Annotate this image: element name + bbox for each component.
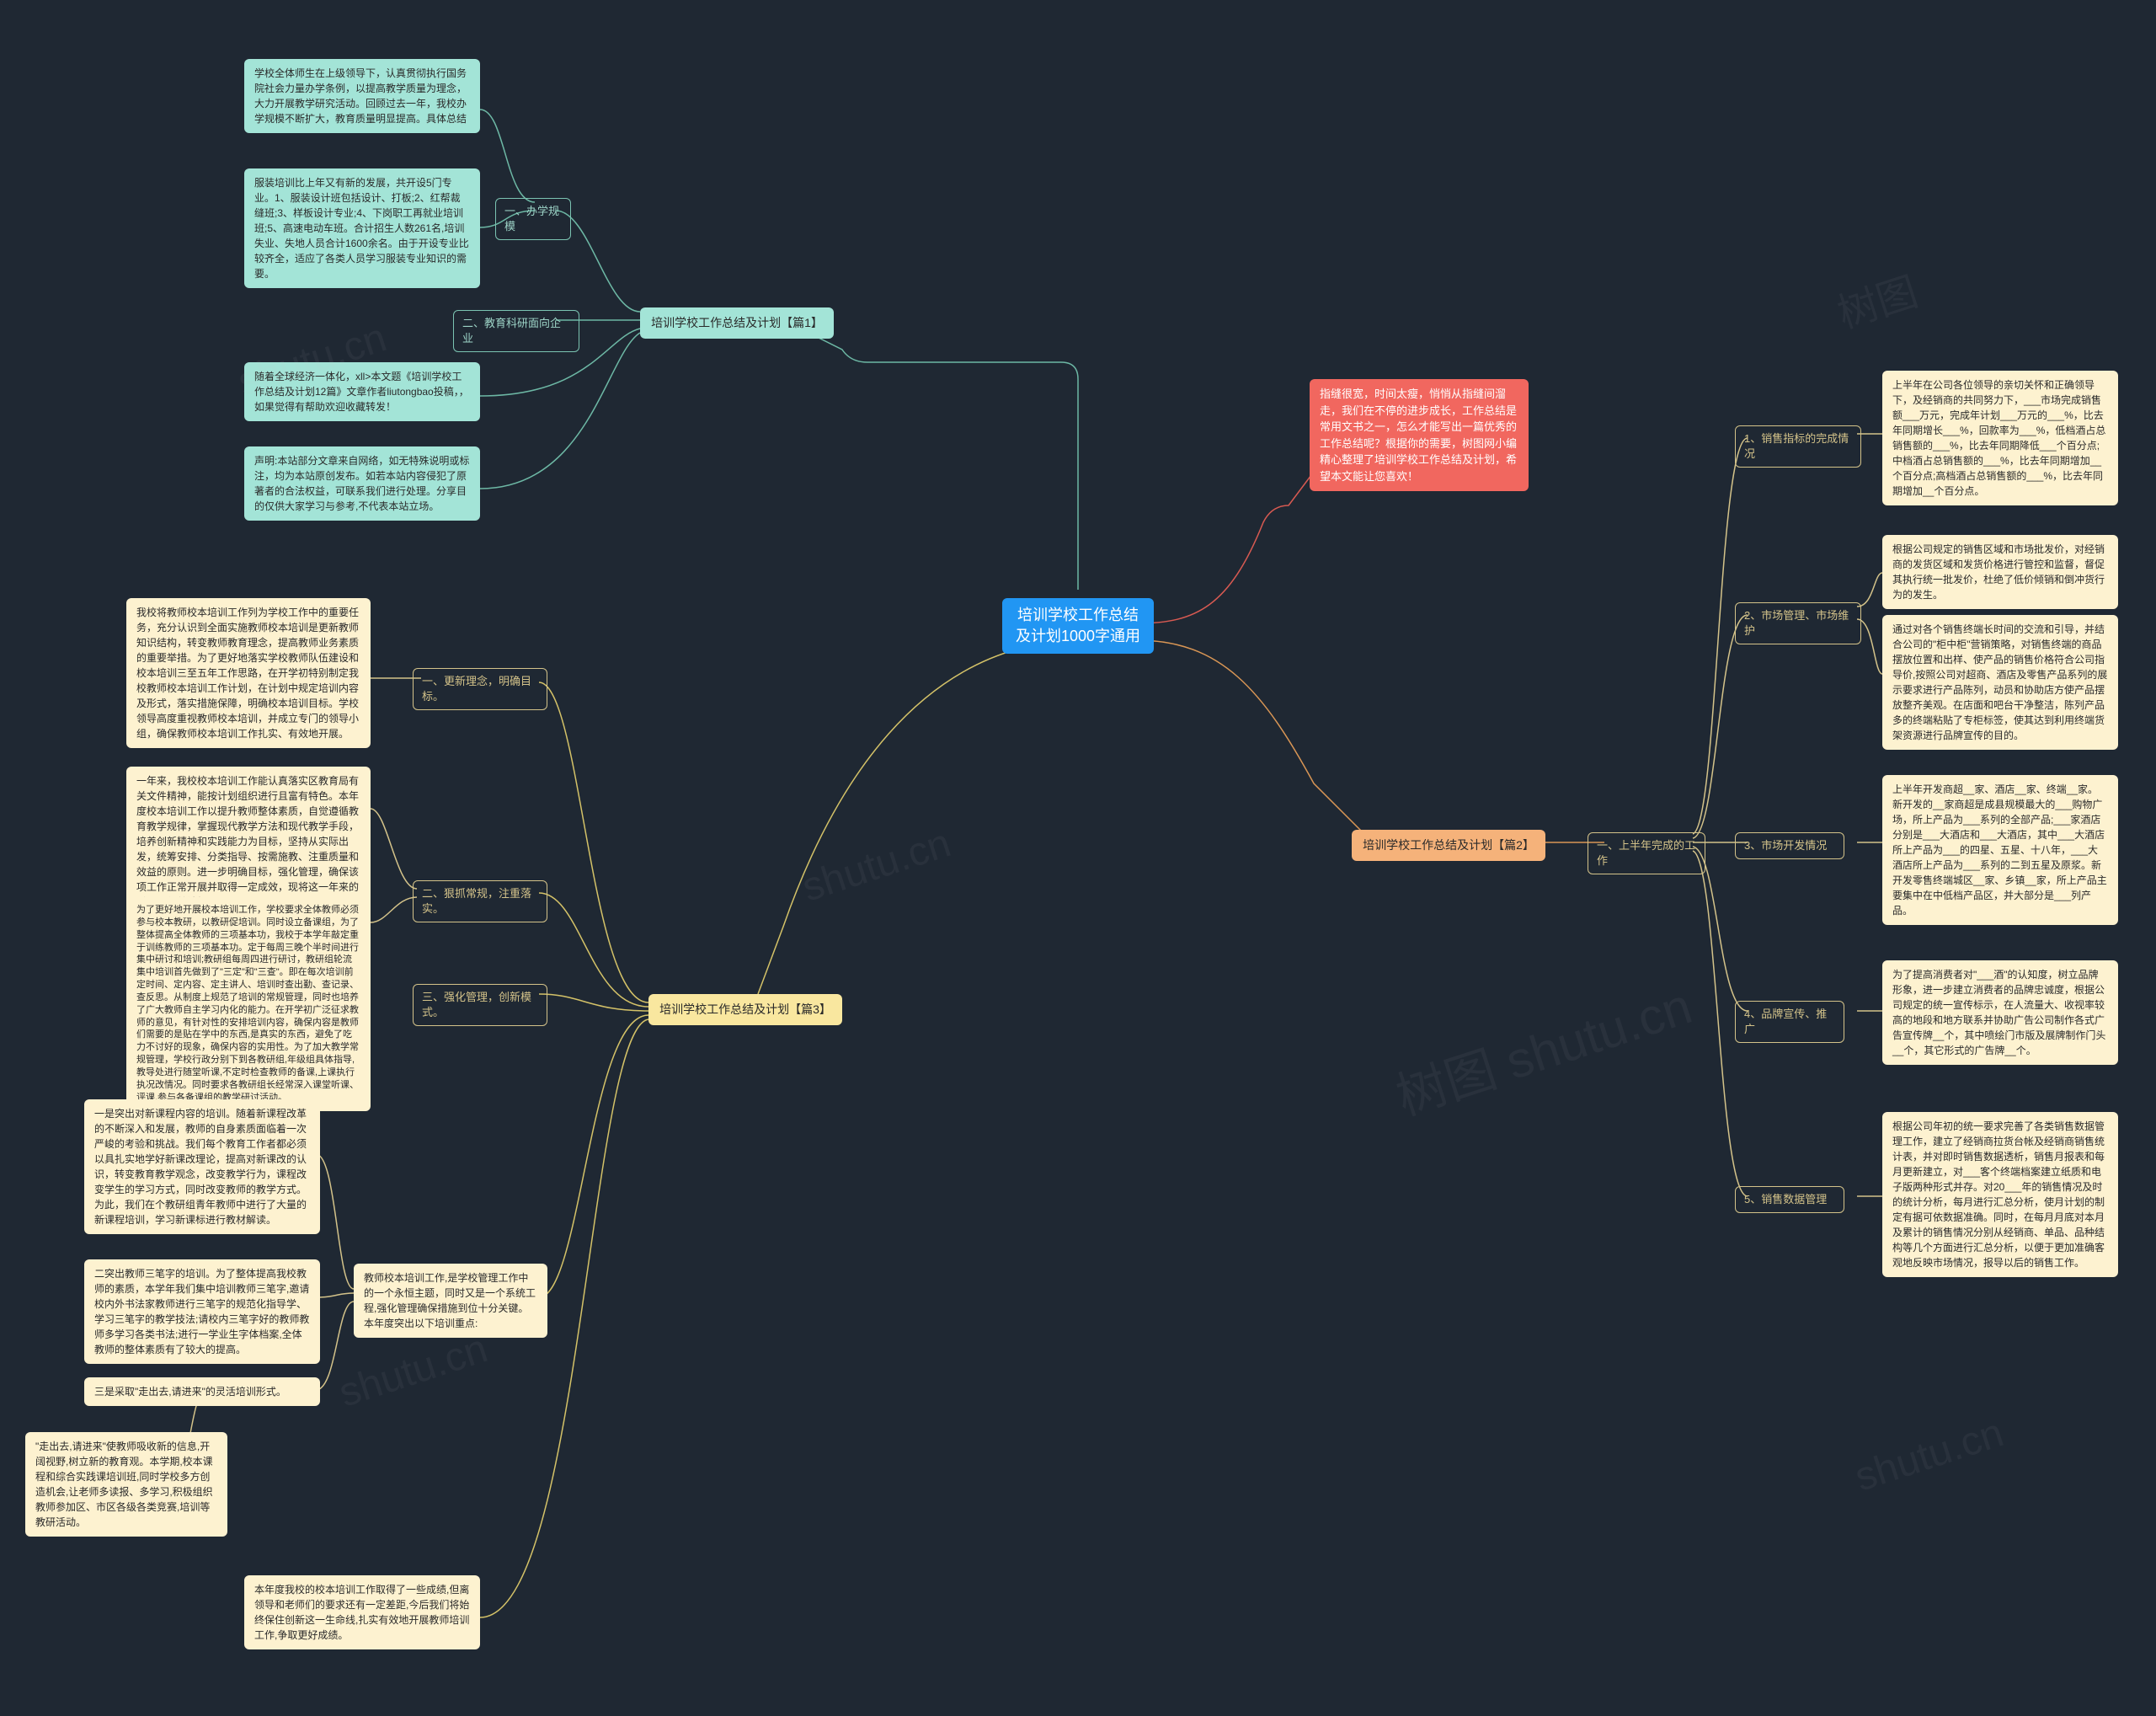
p3-ta: 一是突出对新课程内容的培训。随着新课程改革的不断深入和发展，教师的自身素质面临着…: [84, 1099, 320, 1234]
p2-title[interactable]: 培训学校工作总结及计划【篇2】: [1352, 830, 1545, 861]
p2-s3h: 3、市场开发情况: [1735, 832, 1844, 859]
p3-h1: 一、更新理念，明确目标。: [413, 668, 547, 710]
p2-main: 一、上半年完成的工作: [1588, 832, 1705, 874]
p2-s5h: 5、销售数据管理: [1735, 1186, 1844, 1213]
p2-s2h: 2、市场管理、市场维护: [1735, 602, 1861, 644]
watermark: 树图: [1829, 259, 1924, 339]
p3-end: 本年度我校的校本培训工作取得了一些成绩,但离领导和老师们的要求还有一定差距,今后…: [244, 1575, 480, 1649]
p3-h3: 三、强化管理，创新模式。: [413, 984, 547, 1026]
p2-s5t: 根据公司年初的统一要求完善了各类销售数据管理工作，建立了经销商拉货台帐及经销商销…: [1882, 1112, 2118, 1277]
p3-h2a: 一年来，我校校本培训工作能认真落实区教育局有关文件精神，能按计划组织进行且富有特…: [126, 767, 371, 917]
p1-h2: 二、教育科研面向企业: [453, 310, 579, 352]
watermark: shutu.cn: [797, 820, 957, 911]
intro-node: 指缝很宽，时间太瘦，悄悄从指缝间溜走，我们在不停的进步成长，工作总结是常用文书之…: [1310, 379, 1529, 491]
p3-title[interactable]: 培训学校工作总结及计划【篇3】: [648, 994, 842, 1025]
p3-tb: 二突出教师三笔字的培训。为了整体提高我校教师的素质，本学年我们集中培训教师三笔字…: [84, 1259, 320, 1364]
p1-t4: 声明:本站部分文章来自网络，如无特殊说明或标注，均为本站原创发布。如若本站内容侵…: [244, 446, 480, 521]
p2-s1t: 上半年在公司各位领导的亲切关怀和正确领导下，及经销商的共同努力下，___市场完成…: [1882, 371, 2118, 505]
p1-t1: 学校全体师生在上级领导下，认真贯彻执行国务院社会力量办学条例，以提高教学质量为理…: [244, 59, 480, 133]
root-node[interactable]: 培训学校工作总结及计划1000字通用: [1002, 598, 1154, 654]
p2-s1h: 1、销售指标的完成情况: [1735, 425, 1861, 468]
p2-s2t1: 根据公司规定的销售区域和市场批发价，对经销商的发货区域和发货价格进行管控和监督，…: [1882, 535, 2118, 609]
p1-h1: 一、办学规模: [495, 198, 571, 240]
p3-h2: 二、狠抓常规，注重落实。: [413, 880, 547, 922]
p2-s3t: 上半年开发商超__家、酒店__家、终端__家。新开发的__家商超是成县规模最大的…: [1882, 775, 2118, 925]
p3-th1: 我校将教师校本培训工作列为学校工作中的重要任务，充分认识到全面实施教师校本培训是…: [126, 598, 371, 748]
p2-s4t: 为了提高消费者对"___酒"的认知度，树立品牌形象，进一步建立消费者的品牌忠诚度…: [1882, 960, 2118, 1065]
p1-t2: 服装培训比上年又有新的发展，共开设5门专业。1、服装设计班包括设计、打板;2、红…: [244, 168, 480, 288]
p3-tc: 三是采取"走出去,请进来"的灵活培训形式。: [84, 1377, 320, 1406]
p3-h2b: 为了更好地开展校本培训工作，学校要求全体教师必须参与校本教研，以教研促培训。同时…: [126, 897, 371, 1111]
p1-title[interactable]: 培训学校工作总结及计划【篇1】: [640, 307, 834, 339]
watermark: shutu.cn: [1849, 1409, 2009, 1500]
p3-sum: 教师校本培训工作,是学校管理工作中的一个永恒主题，同时又是一个系统工程,强化管理…: [354, 1264, 547, 1338]
watermark: 树图 shutu.cn: [1385, 965, 1700, 1130]
watermark: shutu.cn: [334, 1325, 494, 1416]
p2-s4h: 4、品牌宣传、推广: [1735, 1001, 1844, 1043]
p1-t3: 随着全球经济一体化，xll>本文题《培训学校工作总结及计划12篇》文章作者liu…: [244, 362, 480, 421]
p3-td: "走出去,请进来"使教师吸收新的信息,开阔视野,树立新的教育观。本学期,校本课程…: [25, 1432, 227, 1537]
p2-s2t2: 通过对各个销售终端长时间的交流和引导，并结合公司的"柜中柜"营销策略，对销售终端…: [1882, 615, 2118, 750]
